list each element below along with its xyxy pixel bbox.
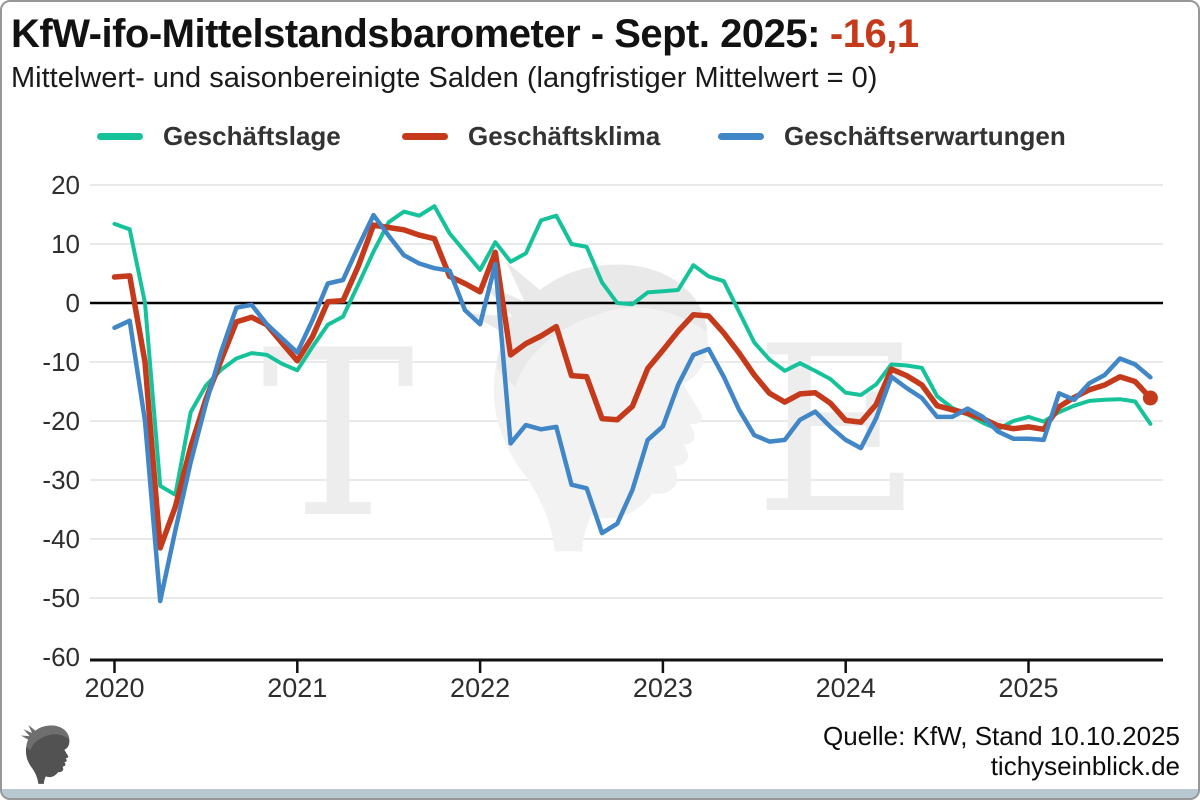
chart-subtitle: Mittelwert- und saisonbereinigte Salden …	[11, 62, 878, 94]
page-title: KfW-ifo-Mittelstandsbarometer - Sept. 20…	[11, 12, 919, 57]
data-series	[111, 204, 1158, 604]
watermark-helmet	[496, 264, 708, 387]
tichys-einblick-head-logo-icon	[20, 724, 70, 784]
footer-attribution: Quelle: KfW, Stand 10.10.2025 tichyseinb…	[822, 721, 1180, 782]
series-line-geschäftsklima	[111, 222, 1154, 551]
y-tick-label--30: -30	[42, 465, 80, 495]
legend-line-swatch-icon	[718, 132, 764, 140]
legend-item-2: Geschäftsklima	[402, 118, 660, 154]
site-name: tichyseinblick.de	[990, 750, 1180, 781]
legend-label: Geschäftsklima	[468, 120, 661, 151]
y-tick-label--50: -50	[42, 583, 80, 613]
y-tick-label--60: -60	[42, 642, 80, 672]
bottom-accent-bar	[2, 789, 1198, 798]
logo-wing	[20, 724, 36, 741]
y-tick-label-10: 10	[51, 229, 80, 259]
x-tick-label-2024: 2024	[816, 673, 876, 703]
series-line-geschäftserwartungen	[112, 212, 1153, 604]
latest-value-dot	[1142, 390, 1158, 406]
series-line-geschäftslage	[112, 204, 1153, 497]
legend-label: Geschäftserwartungen	[784, 120, 1066, 151]
chart-title-text: KfW-ifo-Mittelstandsbarometer - Sept. 20…	[11, 12, 820, 56]
y-tick-label-0: 0	[66, 288, 80, 318]
x-tick-label-2020: 2020	[84, 673, 144, 703]
chart-legend: Geschäftslage Geschäftsklima Geschäftserwa…	[0, 118, 1200, 154]
legend-line-swatch-icon	[402, 132, 448, 140]
logo-helmet	[26, 725, 70, 751]
y-axis-labels: 20 10 0 -10 -20 -30 -40 -50 -60	[42, 170, 80, 672]
legend-label: Geschäftslage	[163, 120, 341, 151]
x-tick-label-2025: 2025	[998, 673, 1058, 703]
chart-title-value: -16,1	[829, 12, 919, 56]
x-tick-label-2021: 2021	[267, 673, 327, 703]
y-tick-label-20: 20	[51, 170, 80, 200]
watermark-wing	[469, 261, 543, 338]
x-axis: 2020 2021 2022 2023 2024 2025	[84, 658, 1163, 703]
source-note: Quelle: KfW, Stand 10.10.2025	[822, 721, 1180, 751]
legend-item-1: Geschäftslage	[97, 118, 341, 154]
y-tick-label--40: -40	[42, 524, 80, 554]
x-tick-label-2023: 2023	[633, 673, 693, 703]
y-tick-label--10: -10	[42, 347, 80, 377]
y-tick-label--20: -20	[42, 406, 80, 436]
x-tick-label-2022: 2022	[450, 673, 510, 703]
legend-line-swatch-icon	[97, 132, 143, 140]
legend-item-3: Geschäftserwartungen	[718, 118, 1066, 154]
